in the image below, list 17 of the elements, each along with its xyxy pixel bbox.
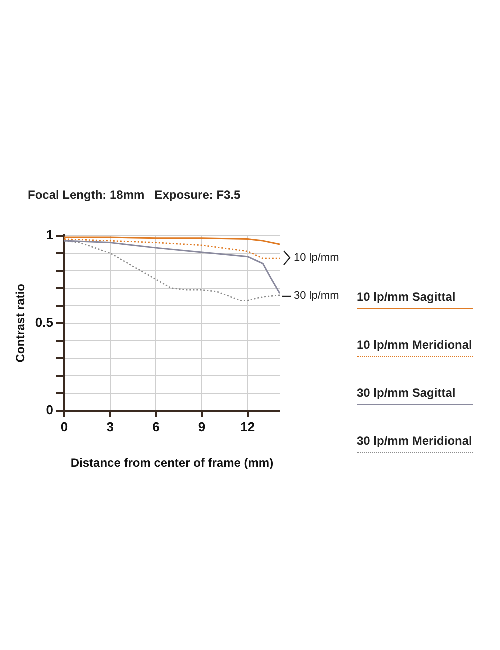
x-tick-label: 9 — [198, 419, 206, 434]
x-tick-label: 3 — [106, 419, 114, 434]
text: 10 lp/mm Sagittal — [357, 290, 457, 306]
text: 30 lp/mm Meridional — [357, 434, 474, 450]
text: 30 lp/mm Sagittal — [357, 386, 457, 402]
y-tick-label: 1 — [46, 227, 54, 242]
x-tick-label: 6 — [152, 419, 160, 434]
y-axis-title: Contrast ratio — [14, 284, 28, 363]
x-tick-label: 0 — [60, 419, 68, 434]
text: 10 lp/mm — [294, 252, 340, 264]
x-axis-title: Distance from center of frame (mm) — [70, 456, 274, 470]
chart-title: Focal Length: 18mm Exposure: F3.5 — [28, 188, 241, 202]
y-tick-label: 0 — [46, 402, 54, 418]
text: 10 lp/mm Meridional — [357, 338, 474, 354]
text: 30 lp/mm — [294, 290, 340, 302]
x-tick-label: 12 — [240, 419, 256, 434]
y-tick-label: 0.5 — [35, 314, 54, 330]
